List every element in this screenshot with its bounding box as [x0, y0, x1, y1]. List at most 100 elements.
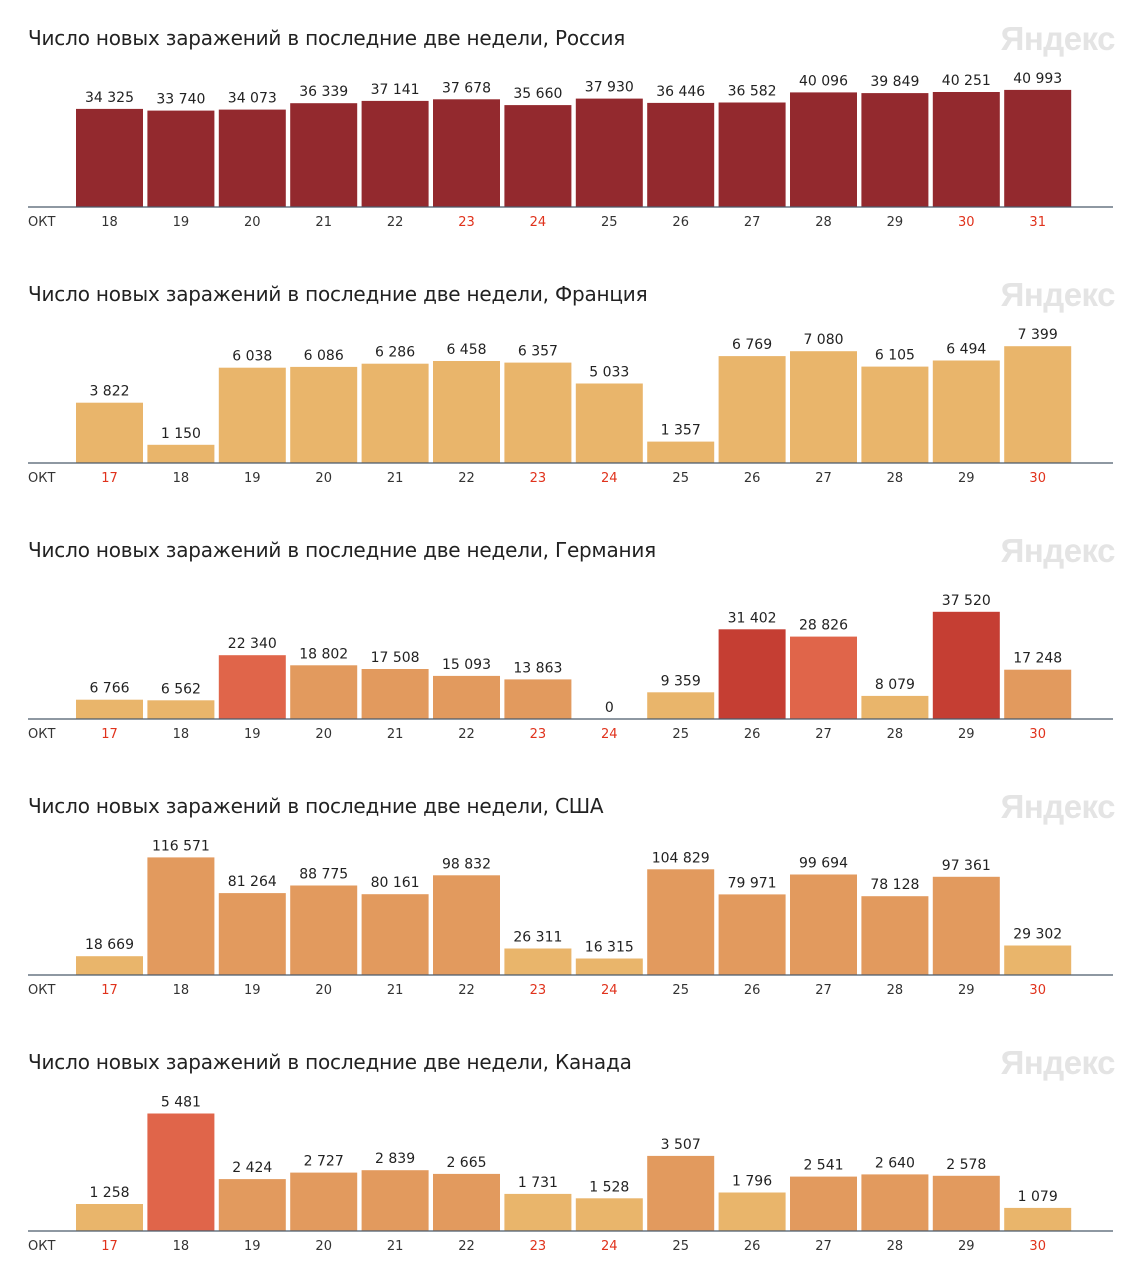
x-tick-label: 23: [530, 471, 547, 486]
x-tick-label: 18: [173, 471, 190, 486]
data-label: 6 562: [161, 681, 201, 697]
x-tick-label: 30: [958, 215, 975, 230]
bar: [1004, 346, 1072, 463]
data-label: 39 849: [870, 74, 919, 90]
bar: [647, 692, 715, 719]
x-tick-label: 22: [458, 471, 475, 486]
x-axis-month-label: ОКТ: [28, 727, 55, 742]
data-label: 37 678: [442, 80, 491, 96]
x-tick-label: 22: [387, 215, 404, 230]
data-label: 98 832: [442, 856, 491, 872]
bar: [932, 876, 1000, 975]
data-label: 18 802: [299, 646, 348, 662]
bar: [504, 1193, 572, 1231]
yandex-watermark: Яндекс: [1000, 788, 1116, 825]
data-label: 1 796: [732, 1174, 772, 1190]
bar: [575, 98, 643, 207]
bar: [361, 1170, 429, 1231]
bar: [290, 103, 358, 207]
panel-france: Число новых заражений в последние две не…: [0, 256, 1139, 512]
data-label: 37 141: [371, 82, 420, 98]
x-tick-label: 19: [244, 471, 261, 486]
data-label: 6 105: [875, 348, 915, 364]
bar: [647, 869, 715, 975]
bar: [1004, 1207, 1072, 1231]
bar: [1004, 669, 1072, 719]
bar: [290, 1172, 358, 1231]
bar: [861, 896, 929, 975]
x-tick-label: 19: [244, 1239, 261, 1254]
x-tick-label: 23: [530, 1239, 547, 1254]
x-tick-label: 17: [101, 471, 118, 486]
bar: [433, 361, 500, 463]
data-label: 0: [605, 700, 614, 716]
data-label: 17 248: [1013, 651, 1062, 667]
bar: [861, 1174, 929, 1231]
x-tick-label: 20: [315, 471, 332, 486]
data-label: 37 930: [585, 80, 634, 96]
x-tick-label: 27: [815, 983, 832, 998]
bar: [290, 366, 358, 463]
x-tick-label: 25: [672, 727, 689, 742]
bar: [218, 893, 286, 975]
bar: [76, 108, 143, 207]
data-label: 81 264: [228, 874, 277, 890]
data-label: 1 079: [1018, 1189, 1058, 1205]
x-tick-label: 25: [601, 215, 618, 230]
x-tick-label: 26: [744, 1239, 761, 1254]
bar: [790, 92, 857, 207]
data-label: 7 080: [803, 332, 843, 348]
chart-title: Число новых заражений в последние две не…: [28, 26, 626, 50]
x-tick-label: 23: [458, 215, 475, 230]
data-label: 15 093: [442, 657, 491, 673]
bar-chart: 34 325 18 33 740 19 34 073 20 36 339 21 37 141 22…: [28, 71, 1113, 230]
bar: [504, 948, 572, 975]
data-label: 3 822: [89, 384, 129, 400]
chart-title: Число новых заражений в последние две не…: [28, 1050, 632, 1074]
x-tick-label: 30: [1029, 983, 1046, 998]
x-tick-label: 22: [458, 983, 475, 998]
x-tick-label: 27: [815, 727, 832, 742]
bar: [932, 92, 1000, 207]
data-label: 2 640: [875, 1155, 915, 1171]
bar-chart: 6 766 17 6 562 18 22 340 19 18 802 20 17 508 21 15…: [28, 593, 1113, 742]
bar: [647, 102, 715, 207]
bar-chart: 18 669 17 116 571 18 81 264 19 88 775 20 80 161 2…: [28, 838, 1113, 998]
data-label: 35 660: [513, 86, 562, 102]
bar: [218, 109, 286, 207]
x-tick-label: 28: [887, 1239, 904, 1254]
data-label: 18 669: [85, 937, 134, 953]
x-tick-label: 21: [387, 471, 404, 486]
bar: [1004, 945, 1072, 975]
bar: [575, 1198, 643, 1231]
bar: [575, 383, 643, 463]
data-label: 2 578: [946, 1157, 986, 1173]
x-tick-label: 27: [815, 1239, 832, 1254]
bar: [932, 611, 1000, 719]
data-label: 36 582: [728, 84, 777, 100]
panel-russia: Число новых заражений в последние две не…: [0, 0, 1139, 256]
bar: [718, 356, 786, 463]
x-tick-label: 28: [887, 983, 904, 998]
x-tick-label: 19: [173, 215, 190, 230]
data-label: 104 829: [652, 850, 710, 866]
bar: [147, 444, 215, 463]
data-label: 6 357: [518, 344, 558, 360]
x-tick-label: 26: [672, 215, 689, 230]
x-tick-label: 19: [244, 727, 261, 742]
data-label: 6 086: [304, 348, 344, 364]
bar: [790, 636, 857, 719]
x-tick-label: 18: [173, 1239, 190, 1254]
data-label: 1 528: [589, 1179, 629, 1195]
bar: [290, 665, 358, 719]
x-tick-label: 17: [101, 1239, 118, 1254]
data-label: 37 520: [942, 593, 991, 609]
x-tick-label: 24: [530, 215, 547, 230]
data-label: 17 508: [371, 650, 420, 666]
bar: [433, 1173, 500, 1231]
x-tick-label: 27: [815, 471, 832, 486]
x-axis-month-label: ОКТ: [28, 983, 55, 998]
bar: [718, 102, 786, 207]
x-tick-label: 21: [387, 727, 404, 742]
x-tick-label: 24: [601, 727, 618, 742]
